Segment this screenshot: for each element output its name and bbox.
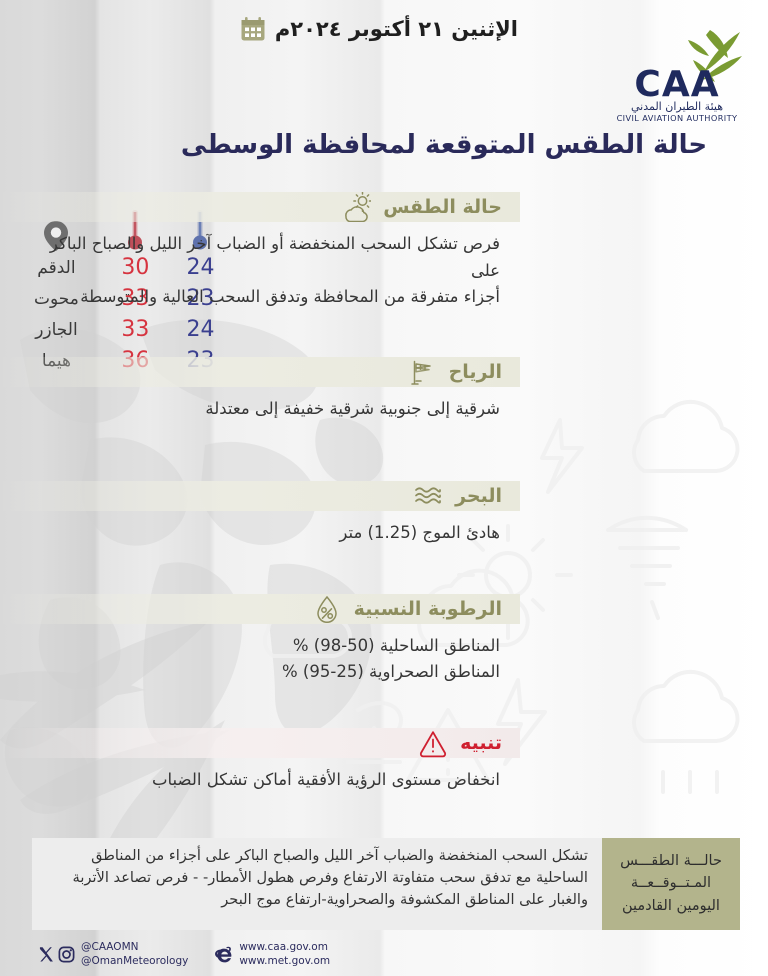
section-weather: حالة الطقس فرص تشكل السحب المنخفضة أو ال… xyxy=(0,192,520,311)
humidity-droplet-icon xyxy=(316,595,337,623)
weather-line-1: فرص تشكل السحب المنخفضة أو الضباب آخر ال… xyxy=(49,234,500,280)
section-alert: تنبيه انخفاض مستوى الرؤية الأفقية أماكن … xyxy=(0,728,520,794)
section-weather-header: حالة الطقس xyxy=(0,192,520,222)
internet-explorer-icon[interactable] xyxy=(214,945,233,964)
footer: @CAAOMN @OmanMeteorology www.caa.gov.om … xyxy=(38,941,330,969)
table-row: 23 33 محوت xyxy=(10,283,233,314)
section-sea: البحر هادئ الموج (1.25) متر xyxy=(0,480,520,547)
section-humidity: الرطوبة النسبية المناطق الساحلية (50-98)… xyxy=(0,593,520,686)
section-alert-title: تنبيه xyxy=(460,732,502,755)
section-alert-body: انخفاض مستوى الرؤية الأفقية أماكن تشكل ا… xyxy=(0,758,520,794)
table-row: 24 33 الجازر xyxy=(10,314,233,345)
section-wind: الرياح شرقية إلى جنوبية شرقية خفيفة إلى … xyxy=(0,357,520,423)
date-row: الإثنين ٢١ أكتوبر ٢٠٢٤م xyxy=(0,16,518,42)
spacer-wind xyxy=(0,423,520,481)
instagram-icon[interactable] xyxy=(58,946,75,963)
logo-arabic-name: هيئة الطيران المدني xyxy=(631,100,723,113)
city-header xyxy=(10,220,103,252)
banner-text-line-2: المناطق الساحلية مع تدفق سحب متفاوتة الا… xyxy=(91,847,588,886)
calendar-icon xyxy=(241,17,265,41)
section-wind-body: شرقية إلى جنوبية شرقية خفيفة إلى معتدلة xyxy=(0,387,520,423)
min-temp-value: 24 xyxy=(186,255,215,280)
humidity-line-2: المناطق الصحراوية (25-95) % xyxy=(282,662,500,682)
waves-icon xyxy=(415,487,441,504)
section-sea-body: هادئ الموج (1.25) متر xyxy=(0,511,520,547)
city-name: محوت xyxy=(34,288,79,309)
social-group: @CAAOMN @OmanMeteorology xyxy=(38,941,188,969)
city-name: الجازر xyxy=(35,319,78,340)
x-twitter-icon[interactable] xyxy=(38,946,55,963)
banner-label-line-1: حالـــة الطقـــس xyxy=(620,852,722,869)
section-sea-title: البحر xyxy=(455,484,502,507)
wind-line-1: شرقية إلى جنوبية شرقية خفيفة إلى معتدلة xyxy=(205,399,500,419)
section-wind-header: الرياح xyxy=(0,357,520,388)
web-group: www.caa.gov.om www.met.gov.om xyxy=(214,941,330,969)
social-handle-1: @CAAOMN xyxy=(81,941,139,953)
section-weather-title: حالة الطقس xyxy=(383,196,502,218)
alert-line-1: انخفاض مستوى الرؤية الأفقية أماكن تشكل ا… xyxy=(151,770,500,790)
section-alert-header: تنبيه xyxy=(0,728,520,759)
social-icons xyxy=(38,946,75,963)
web-url-1[interactable]: www.caa.gov.om xyxy=(239,941,328,953)
social-handles: @CAAOMN @OmanMeteorology xyxy=(81,941,188,969)
banner-text: تشكل السحب المنخفضة والضباب آخر الليل وا… xyxy=(32,838,602,930)
caa-logo: CAA هيئة الطيران المدني CIVIL AVIATION A… xyxy=(617,30,742,123)
banner-text-line-1: تشكل السحب المنخفضة والضباب آخر الليل وا… xyxy=(145,847,588,864)
banner-text-line-3: - فرص تصاعد الأتربة والغبار على المناطق … xyxy=(72,868,588,908)
logo-english-name: CIVIL AVIATION AUTHORITY xyxy=(617,113,738,123)
date-text: الإثنين ٢١ أكتوبر ٢٠٢٤م xyxy=(274,17,518,41)
location-pin-icon xyxy=(44,221,69,251)
section-humidity-body: المناطق الساحلية (50-98) % المناطق الصحر… xyxy=(0,624,520,686)
spacer-sea xyxy=(0,547,520,594)
two-day-forecast-banner: حالـــة الطقـــس المـتــوقــعــة اليومين… xyxy=(32,838,740,930)
forecast-sections: حالة الطقس فرص تشكل السحب المنخفضة أو ال… xyxy=(0,192,520,794)
banner-label: حالـــة الطقـــس المـتــوقــعــة اليومين… xyxy=(602,838,740,930)
humidity-line-1: المناطق الساحلية (50-98) % xyxy=(292,635,500,655)
min-temp-value: 23 xyxy=(186,286,215,311)
max-temp-value: 30 xyxy=(121,255,150,280)
spacer-humidity xyxy=(0,686,520,728)
section-humidity-title: الرطوبة النسبية xyxy=(353,597,502,620)
table-row: 24 30 الدقم xyxy=(10,252,233,283)
svg-text:CAA: CAA xyxy=(634,64,719,105)
spacer-weather xyxy=(0,311,520,357)
weather-line-2: أجزاء متفرقة من المحافظة وتدفق السحب الع… xyxy=(80,287,500,307)
banner-label-line-2: المـتــوقــعــة xyxy=(630,875,712,892)
section-humidity-header: الرطوبة النسبية xyxy=(0,593,520,624)
min-temp-value: 24 xyxy=(186,317,215,342)
web-urls: www.caa.gov.om www.met.gov.om xyxy=(239,941,330,969)
sun-behind-cloud-icon xyxy=(345,192,372,222)
max-temp-value: 33 xyxy=(121,317,150,342)
max-temp-value: 33 xyxy=(121,286,150,311)
page-title: حالة الطقس المتوقعة لمحافظة الوسطى xyxy=(180,130,708,160)
warning-triangle-icon xyxy=(419,731,447,758)
banner-label-line-3: اليومين القادمين xyxy=(622,897,720,914)
web-url-2[interactable]: www.met.gov.om xyxy=(239,954,331,967)
banner-text-line-4: موج البحر xyxy=(221,890,282,908)
city-name: الدقم xyxy=(37,257,76,278)
section-sea-header: البحر xyxy=(0,480,520,511)
windsock-icon xyxy=(410,360,431,385)
section-wind-title: الرياح xyxy=(448,361,502,384)
social-handle-2: @OmanMeteorology xyxy=(81,954,189,967)
section-weather-body: فرص تشكل السحب المنخفضة أو الضباب آخر ال… xyxy=(0,222,520,311)
sea-line-1: هادئ الموج (1.25) متر xyxy=(339,522,500,542)
